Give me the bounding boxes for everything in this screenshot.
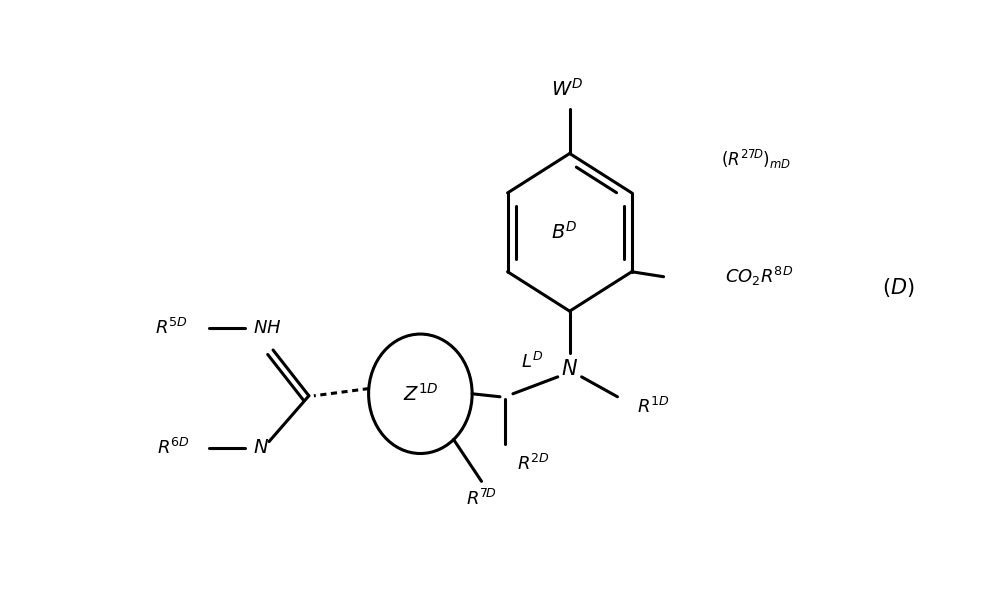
Text: $R^{6D}$: $R^{6D}$ [157,438,190,458]
Text: $R^{5D}$: $R^{5D}$ [155,318,188,338]
Text: $R^{7D}$: $R^{7D}$ [467,489,497,509]
Text: $B^D$: $B^D$ [551,222,578,243]
Text: $(D)$: $(D)$ [882,276,914,299]
Text: $NH$: $NH$ [253,319,282,337]
Text: $N$: $N$ [253,438,269,457]
Text: $W^D$: $W^D$ [551,78,583,100]
Text: $N$: $N$ [561,359,578,379]
Text: $R^{1D}$: $R^{1D}$ [637,397,670,417]
Text: $R^{2D}$: $R^{2D}$ [516,453,549,473]
Text: $L^D$: $L^D$ [521,352,543,372]
Text: $CO_2R^{8D}$: $CO_2R^{8D}$ [725,265,793,288]
Text: $(R^{27D})_{mD}$: $(R^{27D})_{mD}$ [721,148,791,171]
Text: $Z^{1D}$: $Z^{1D}$ [403,383,439,405]
